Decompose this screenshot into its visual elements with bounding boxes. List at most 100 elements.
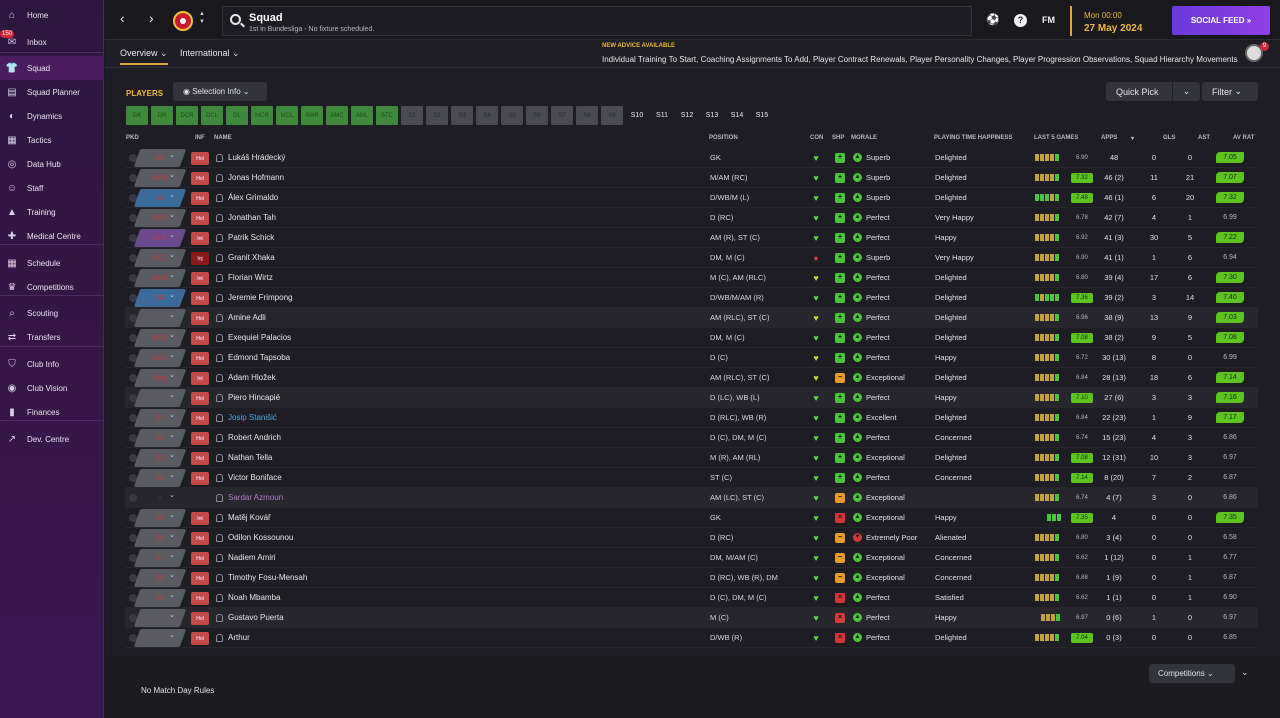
game-date[interactable]: Mon 00:00 27 May 2024 (1070, 6, 1166, 36)
manager-avatar[interactable] (1245, 44, 1263, 62)
role-chevron-icon[interactable]: ⌄ (169, 392, 175, 399)
role-chevron-icon[interactable]: ⌄ (169, 152, 175, 159)
ball-icon[interactable]: ⚽ (986, 14, 1000, 26)
pkd-checkbox[interactable] (129, 454, 137, 462)
player-name[interactable]: Jonathan Tah (228, 213, 276, 222)
sidebar-item-club-info[interactable]: ⛉ Club Info (0, 352, 104, 376)
help-icon[interactable]: ? (1014, 14, 1027, 27)
position-button-s14[interactable]: S14 (730, 112, 744, 119)
info-badge[interactable]: Hol (191, 412, 209, 425)
info-badge[interactable]: Int (191, 372, 209, 385)
position-button-gk[interactable]: GK (126, 106, 148, 125)
sidebar-item-finances[interactable]: ▮ Finances (0, 400, 104, 424)
sidebar-item-squad-planner[interactable]: ▤ Squad Planner (0, 80, 104, 104)
role-selector[interactable]: S5 (133, 509, 187, 527)
player-name[interactable]: Piero Hincapié (228, 393, 281, 402)
role-chevron-icon[interactable]: ⌄ (169, 292, 175, 299)
table-row[interactable]: GK ⌄ Hol Lukáš Hrádecký GK ♥ + ▲ Superb Delighted… (125, 148, 1258, 168)
table-row[interactable]: STC ⌄ Int Patrik Schick AM (R), ST (C) ♥ + ▲ Per… (125, 228, 1258, 248)
role-chevron-icon[interactable]: ⌄ (169, 472, 175, 479)
role-selector[interactable]: S4 (133, 469, 187, 487)
fm-icon[interactable]: FM (1042, 15, 1055, 25)
table-row[interactable]: AML ⌄ Int Adam Hložek AM (RLC), ST (C) ♥ − ▲ Exc… (125, 368, 1258, 388)
role-selector[interactable]: GK (133, 149, 187, 167)
info-badge[interactable]: Hol (191, 532, 209, 545)
sidebar-item-tactics[interactable]: ▦ Tactics (0, 128, 104, 152)
forward-arrow-icon[interactable]: › (149, 10, 154, 26)
sidebar-item-home[interactable]: ⌂ Home (0, 3, 104, 27)
table-row[interactable]: S1 ⌄ Hol Josip Stanišić D (RLC), WB (R) ♥ + ▲ Ex… (125, 408, 1258, 428)
role-chevron-icon[interactable]: ⌄ (169, 572, 175, 579)
table-row[interactable]: S6 ⌄ Hol Odilon Kossounou D (RC) ♥ − ▼ Extremely… (125, 528, 1258, 548)
tab-overview[interactable]: Overview ⌄ (120, 48, 168, 65)
player-name[interactable]: Nathan Tella (228, 453, 273, 462)
sidebar-item-dev-centre[interactable]: ↗ Dev. Centre (0, 427, 104, 451)
column-header-ast[interactable]: AST (1198, 135, 1210, 141)
info-badge[interactable]: Hol (191, 312, 209, 325)
role-selector[interactable]: S8 (133, 569, 187, 587)
pkd-checkbox[interactable] (129, 554, 137, 562)
player-name[interactable]: Edmond Tapsoba (228, 353, 291, 362)
pkd-checkbox[interactable] (129, 274, 137, 282)
info-badge[interactable]: Hol (191, 212, 209, 225)
position-button-s10[interactable]: S10 (630, 112, 644, 119)
table-row[interactable]: S3 ⌄ Hol Nathan Tella M (R), AM (RL) ♥ + ▲ Excep… (125, 448, 1258, 468)
sidebar-item-staff[interactable]: ☺ Staff (0, 176, 104, 200)
role-chevron-icon[interactable]: ⌄ (169, 512, 175, 519)
role-selector[interactable]: - (133, 309, 187, 327)
info-badge[interactable]: Hol (191, 352, 209, 365)
info-badge[interactable]: Inj (191, 252, 209, 265)
role-chevron-icon[interactable]: ⌄ (169, 432, 175, 439)
role-selector[interactable]: S1 (133, 409, 187, 427)
position-button-dr[interactable]: DR (151, 106, 173, 125)
pkd-checkbox[interactable] (129, 434, 137, 442)
pkd-checkbox[interactable] (129, 374, 137, 382)
position-button-stc[interactable]: STC (376, 106, 398, 125)
sidebar-item-scouting[interactable]: ⌕ Scouting (0, 301, 104, 325)
pkd-checkbox[interactable] (129, 494, 137, 502)
role-chevron-icon[interactable]: ⌄ (169, 412, 175, 419)
player-name[interactable]: Nadiem Amiri (228, 553, 276, 562)
position-button-s8[interactable]: S8 (576, 106, 598, 125)
role-chevron-icon[interactable]: ⌄ (169, 452, 175, 459)
selection-info-button[interactable]: ◉ Selection Info ⌄ (173, 82, 267, 101)
table-row[interactable]: - ⌄ Hol Arthur D/WB (R) ♥ × ▲ Perfect Delighted 7.… (125, 628, 1258, 648)
position-button-s7[interactable]: S7 (551, 106, 573, 125)
position-button-s2[interactable]: S2 (426, 106, 448, 125)
column-header-last5[interactable]: LAST 5 GAMES (1034, 135, 1079, 141)
club-switch-chevron-icon[interactable]: ▲ ▼ (199, 11, 205, 25)
table-row[interactable]: S2 ⌄ Hol Robert Andrich D (C), DM, M (C) ♥ + ▲ P… (125, 428, 1258, 448)
sidebar-item-club-vision[interactable]: ◉ Club Vision (0, 376, 104, 400)
table-row[interactable]: MCL ⌄ Inj Granit Xhaka DM, M (C) ● + ▲ Superb Ver… (125, 248, 1258, 268)
table-row[interactable]: DL ⌄ Hol Álex Grimaldo D/WB/M (L) ♥ + ▲ Superb De… (125, 188, 1258, 208)
column-header-morale[interactable]: MORALE (851, 135, 877, 141)
position-button-s15[interactable]: S15 (755, 112, 769, 119)
role-selector[interactable]: - (133, 629, 187, 647)
pkd-checkbox[interactable] (129, 614, 137, 622)
player-name[interactable]: Exequiel Palacios (228, 333, 292, 342)
column-header-position[interactable]: POSITION (709, 135, 738, 141)
info-badge[interactable]: Int (191, 512, 209, 525)
player-name[interactable]: Victor Boniface (228, 473, 282, 482)
quick-pick-button[interactable]: Quick Pick ⌄ (1106, 82, 1200, 101)
role-selector[interactable]: S7 (133, 549, 187, 567)
role-chevron-icon[interactable]: ⌄ (169, 232, 175, 239)
info-badge[interactable]: Hol (191, 392, 209, 405)
player-name[interactable]: Odilon Kossounou (228, 533, 294, 542)
info-badge[interactable]: Hol (191, 632, 209, 645)
filter-button[interactable]: Filter ⌄ (1202, 82, 1258, 101)
role-selector[interactable]: - (133, 389, 187, 407)
pkd-checkbox[interactable] (129, 474, 137, 482)
player-name[interactable]: Patrik Schick (228, 233, 275, 242)
pkd-checkbox[interactable] (129, 174, 137, 182)
info-badge[interactable]: Hol (191, 432, 209, 445)
player-name[interactable]: Amine Adli (228, 313, 266, 322)
player-name[interactable]: Timothy Fosu-Mensah (228, 573, 308, 582)
role-chevron-icon[interactable]: ⌄ (169, 192, 175, 199)
search-box[interactable]: Squad 1st in Bundesliga - No fixture sch… (222, 6, 972, 36)
pkd-checkbox[interactable] (129, 354, 137, 362)
pkd-checkbox[interactable] (129, 414, 137, 422)
info-badge[interactable]: Hol (191, 172, 209, 185)
column-header-apps[interactable]: APPS (1101, 135, 1118, 141)
pkd-checkbox[interactable] (129, 314, 137, 322)
